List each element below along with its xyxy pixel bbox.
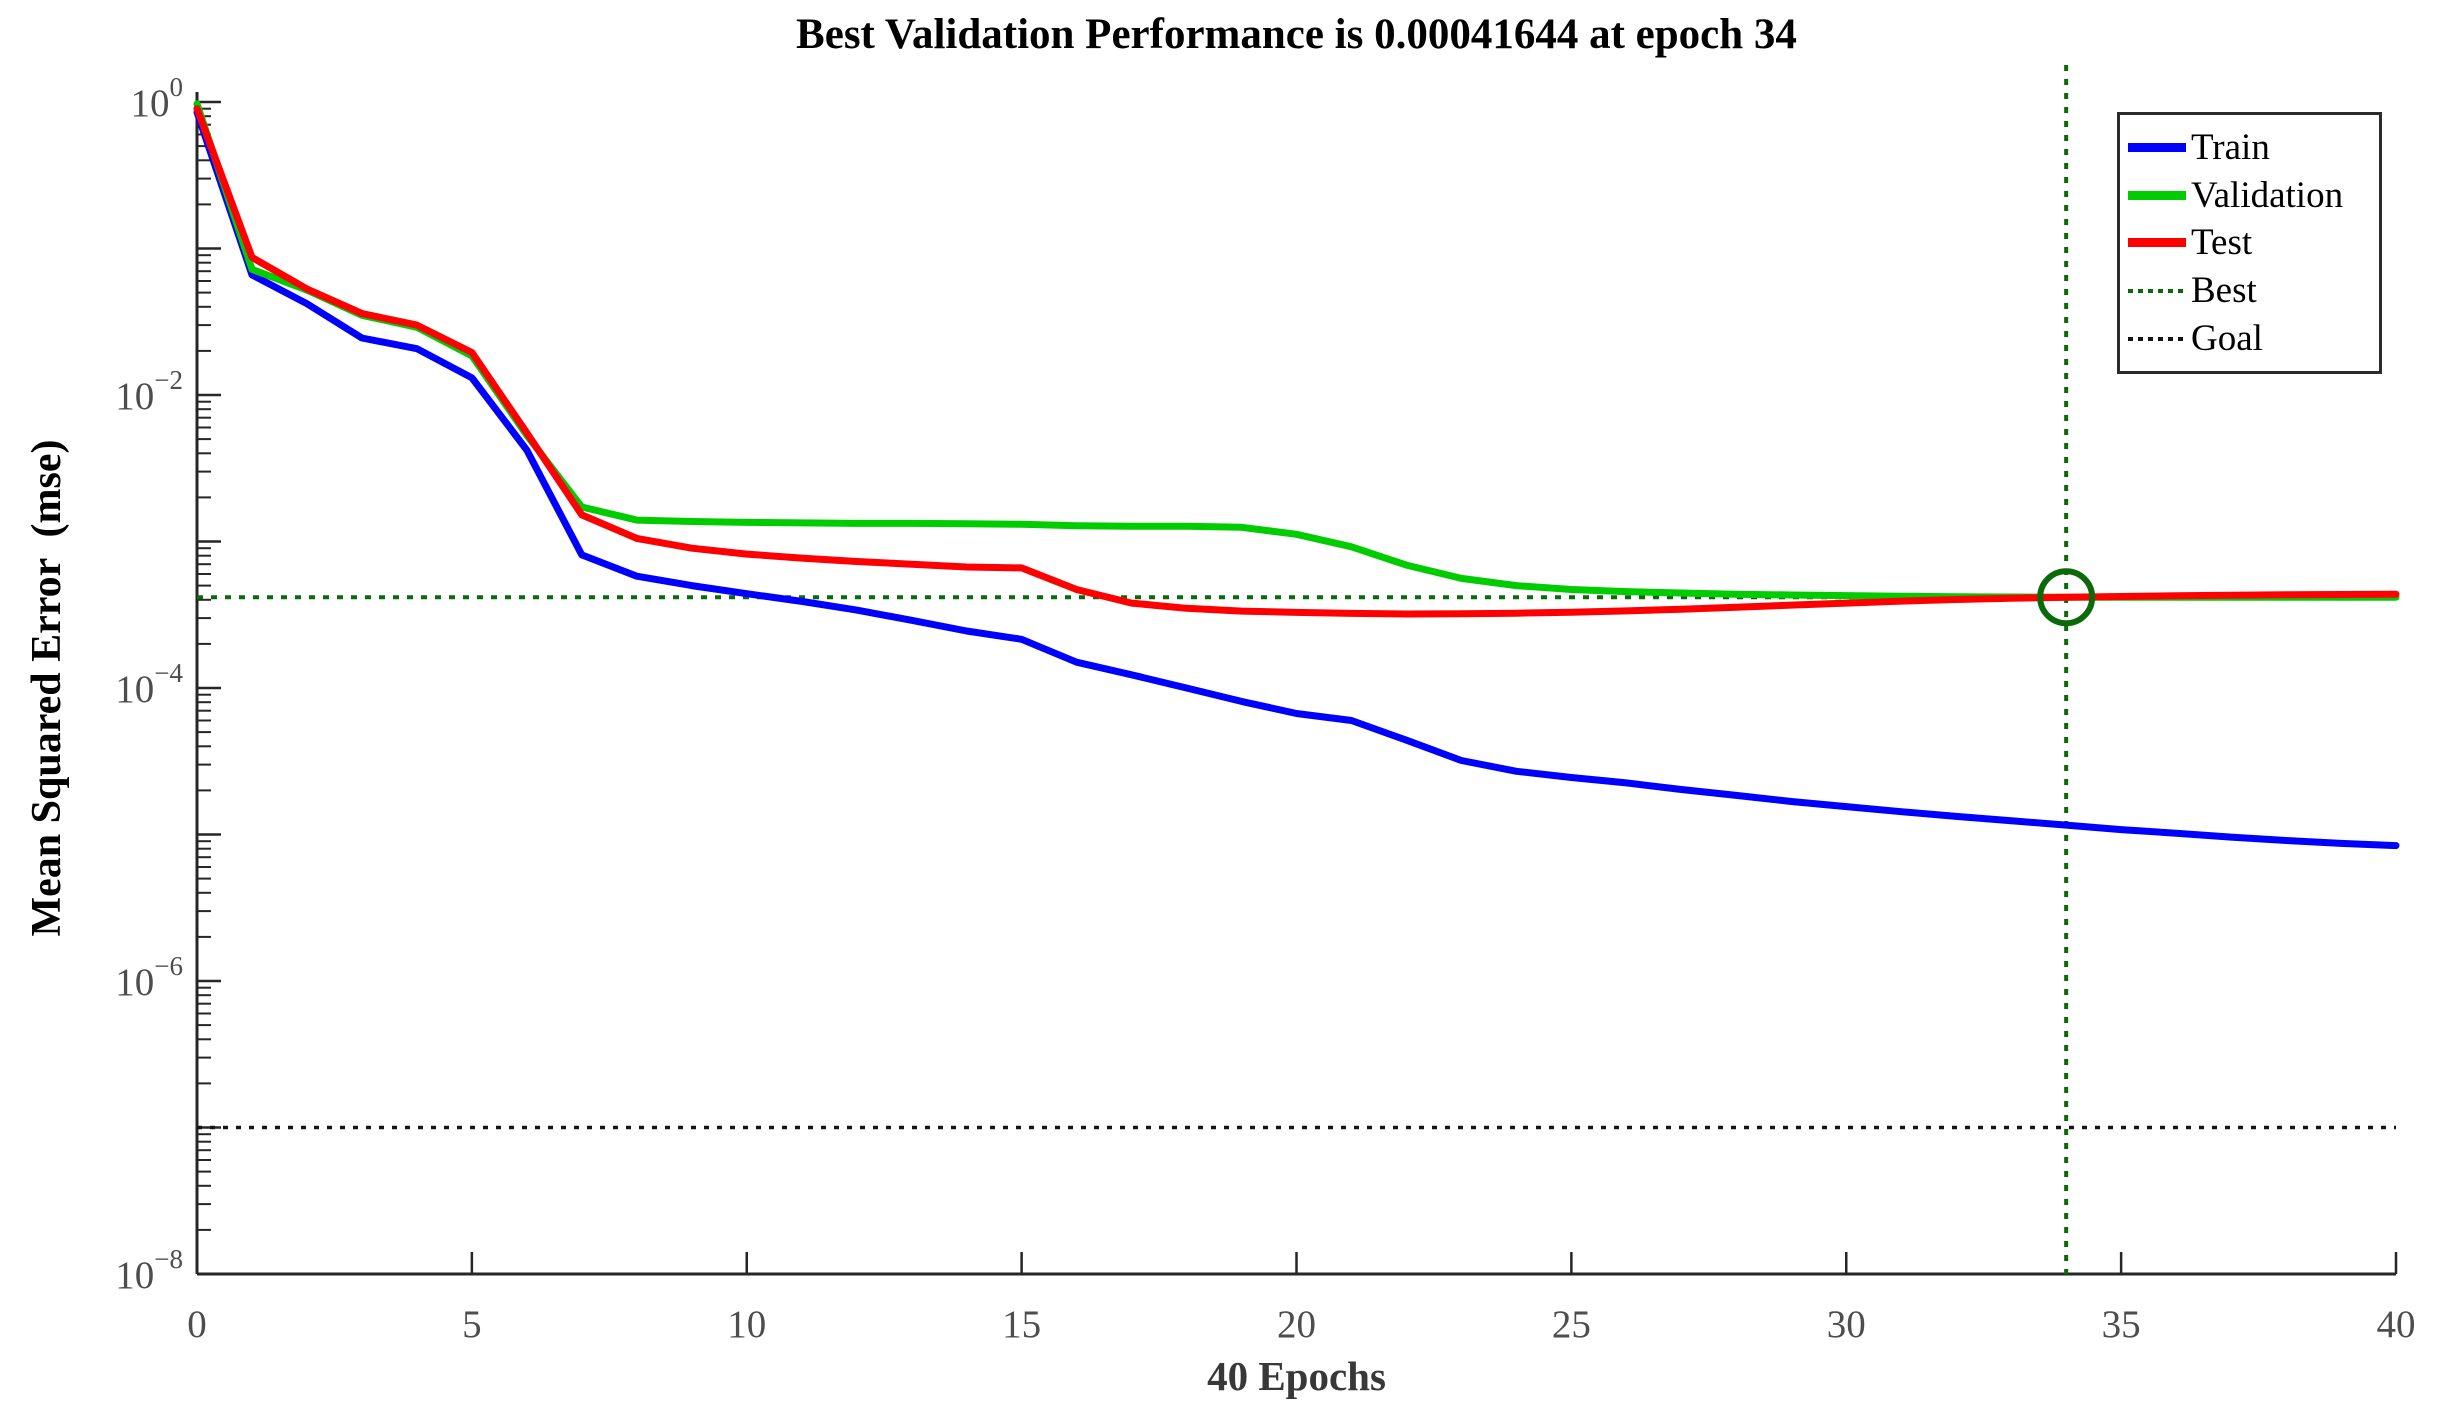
- legend: Train Validation Test Best Goal: [2117, 112, 2382, 374]
- x-axis-tick-label: 20: [1277, 1303, 1316, 1346]
- legend-item-test: Test: [2128, 224, 2377, 261]
- best-line-sample: [2128, 288, 2186, 293]
- x-axis-tick-label: 10: [727, 1303, 766, 1346]
- x-axis-tick-label: 35: [2102, 1303, 2141, 1346]
- y-axis-tick-label: 100: [131, 72, 184, 125]
- legend-label-goal: Goal: [2191, 318, 2263, 360]
- validation-line-sample: [2128, 190, 2186, 200]
- y-axis-tick-label: 10−6: [115, 951, 183, 1004]
- y-axis-tick-label: 10−8: [115, 1244, 183, 1297]
- legend-label-validation: Validation: [2191, 174, 2344, 216]
- legend-item-validation: Validation: [2128, 177, 2377, 214]
- x-axis-tick-label: 15: [1002, 1303, 1041, 1346]
- x-axis-tick-label: 0: [187, 1303, 207, 1346]
- x-axis-label: 40 Epochs: [1207, 1353, 1386, 1399]
- legend-label-test: Test: [2191, 222, 2253, 264]
- train-line-sample: [2128, 142, 2186, 152]
- x-axis-tick-label: 30: [1827, 1303, 1866, 1346]
- y-axis-label: Mean Squared Error (mse): [24, 439, 70, 937]
- test-line-sample: [2128, 238, 2186, 248]
- legend-label-train: Train: [2191, 126, 2270, 168]
- y-axis-tick-label: 10−2: [115, 365, 183, 418]
- y-axis-tick-label: 10−4: [115, 658, 183, 711]
- legend-item-best: Best: [2128, 272, 2377, 309]
- train-curve: [193, 108, 2400, 850]
- legend-item-train: Train: [2128, 129, 2377, 166]
- goal-line-sample: [2128, 336, 2186, 341]
- best-point-marker: [2037, 568, 2096, 627]
- test-curve: [193, 105, 2400, 618]
- legend-item-goal: Goal: [2128, 320, 2377, 357]
- chart-title: Best Validation Performance is 0.0004164…: [796, 11, 1797, 58]
- x-axis-tick-label: 40: [2377, 1303, 2416, 1346]
- x-axis-tick-label: 5: [462, 1303, 482, 1346]
- legend-label-best: Best: [2191, 270, 2257, 312]
- x-axis-tick-label: 25: [1552, 1303, 1591, 1346]
